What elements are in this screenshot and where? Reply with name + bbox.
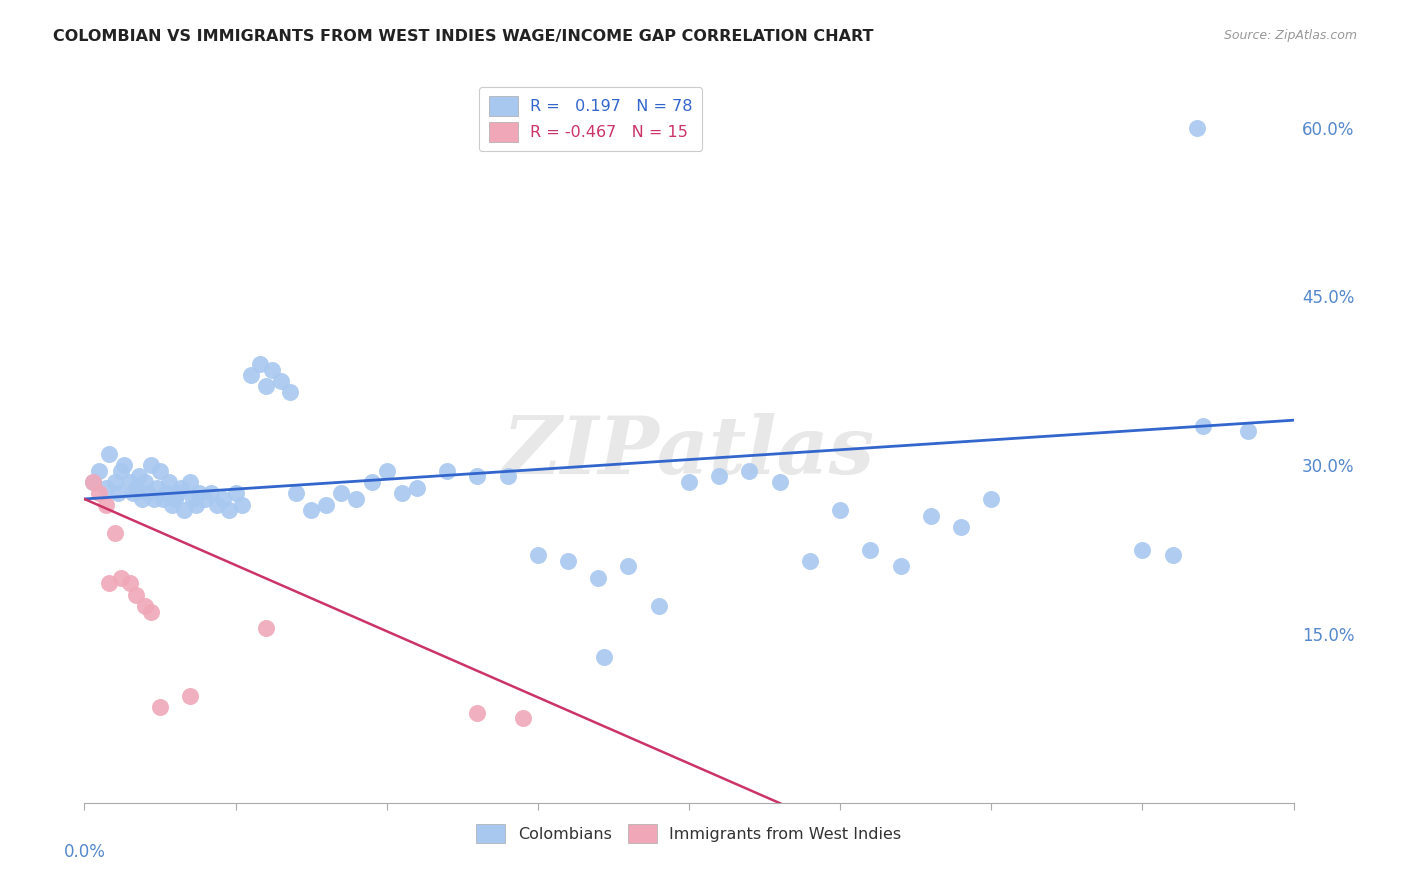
Point xyxy=(139,605,162,619)
Point xyxy=(152,491,174,506)
Point xyxy=(315,498,337,512)
Point xyxy=(225,486,247,500)
Point xyxy=(139,458,162,473)
Point xyxy=(82,475,104,489)
Point xyxy=(391,486,413,500)
Point xyxy=(330,486,353,500)
Point xyxy=(1237,425,1260,439)
Point xyxy=(678,475,700,489)
Point xyxy=(97,576,120,591)
Point xyxy=(254,379,277,393)
Point xyxy=(260,362,283,376)
Point xyxy=(207,498,229,512)
Point xyxy=(830,503,852,517)
Point xyxy=(799,554,821,568)
Point xyxy=(218,503,240,517)
Legend: Colombians, Immigrants from West Indies: Colombians, Immigrants from West Indies xyxy=(470,817,908,850)
Point xyxy=(1161,548,1184,562)
Point xyxy=(738,464,761,478)
Point xyxy=(769,475,792,489)
Point xyxy=(278,385,301,400)
Point xyxy=(118,475,141,489)
Point xyxy=(157,475,180,489)
Point xyxy=(249,357,271,371)
Point xyxy=(254,621,277,635)
Point xyxy=(110,571,132,585)
Point xyxy=(270,374,292,388)
Point xyxy=(170,481,193,495)
Point xyxy=(110,464,132,478)
Point xyxy=(149,464,172,478)
Point xyxy=(239,368,262,383)
Point xyxy=(104,475,127,489)
Point xyxy=(200,486,222,500)
Point xyxy=(142,491,165,506)
Point xyxy=(890,559,912,574)
Point xyxy=(1185,120,1208,135)
Point xyxy=(131,491,153,506)
Point xyxy=(146,481,169,495)
Point xyxy=(496,469,519,483)
Point xyxy=(155,486,177,500)
Point xyxy=(375,464,398,478)
Point xyxy=(82,475,104,489)
Point xyxy=(436,464,458,478)
Point xyxy=(160,498,183,512)
Point xyxy=(512,711,534,725)
Point xyxy=(299,503,322,517)
Point xyxy=(186,498,208,512)
Point xyxy=(920,508,942,523)
Point xyxy=(360,475,382,489)
Point xyxy=(859,542,882,557)
Point xyxy=(1130,542,1153,557)
Point xyxy=(128,469,150,483)
Point xyxy=(285,486,308,500)
Point xyxy=(134,475,156,489)
Point xyxy=(593,649,616,664)
Point xyxy=(134,599,156,613)
Point xyxy=(112,458,135,473)
Point xyxy=(121,486,143,500)
Point xyxy=(173,503,195,517)
Text: Source: ZipAtlas.com: Source: ZipAtlas.com xyxy=(1223,29,1357,42)
Point xyxy=(467,469,489,483)
Point xyxy=(181,491,204,506)
Point xyxy=(212,491,235,506)
Point xyxy=(89,464,111,478)
Point xyxy=(346,491,368,506)
Point xyxy=(467,706,489,720)
Point xyxy=(94,498,117,512)
Point xyxy=(167,486,190,500)
Point xyxy=(527,548,550,562)
Text: 0.0%: 0.0% xyxy=(63,843,105,861)
Point xyxy=(97,447,120,461)
Point xyxy=(188,486,211,500)
Point xyxy=(125,481,148,495)
Point xyxy=(94,481,117,495)
Text: COLOMBIAN VS IMMIGRANTS FROM WEST INDIES WAGE/INCOME GAP CORRELATION CHART: COLOMBIAN VS IMMIGRANTS FROM WEST INDIES… xyxy=(53,29,875,44)
Point xyxy=(980,491,1002,506)
Point xyxy=(194,491,217,506)
Point xyxy=(107,486,129,500)
Text: ZIPatlas: ZIPatlas xyxy=(503,413,875,491)
Point xyxy=(406,481,429,495)
Point xyxy=(125,588,148,602)
Point xyxy=(104,525,127,540)
Point xyxy=(179,475,201,489)
Point xyxy=(149,700,172,714)
Point xyxy=(950,520,973,534)
Point xyxy=(165,491,187,506)
Point xyxy=(136,486,159,500)
Point xyxy=(617,559,640,574)
Point xyxy=(1192,418,1215,433)
Point xyxy=(231,498,253,512)
Point xyxy=(588,571,610,585)
Point xyxy=(118,576,141,591)
Point xyxy=(89,486,111,500)
Point xyxy=(557,554,579,568)
Point xyxy=(179,689,201,703)
Point xyxy=(648,599,671,613)
Point xyxy=(709,469,731,483)
